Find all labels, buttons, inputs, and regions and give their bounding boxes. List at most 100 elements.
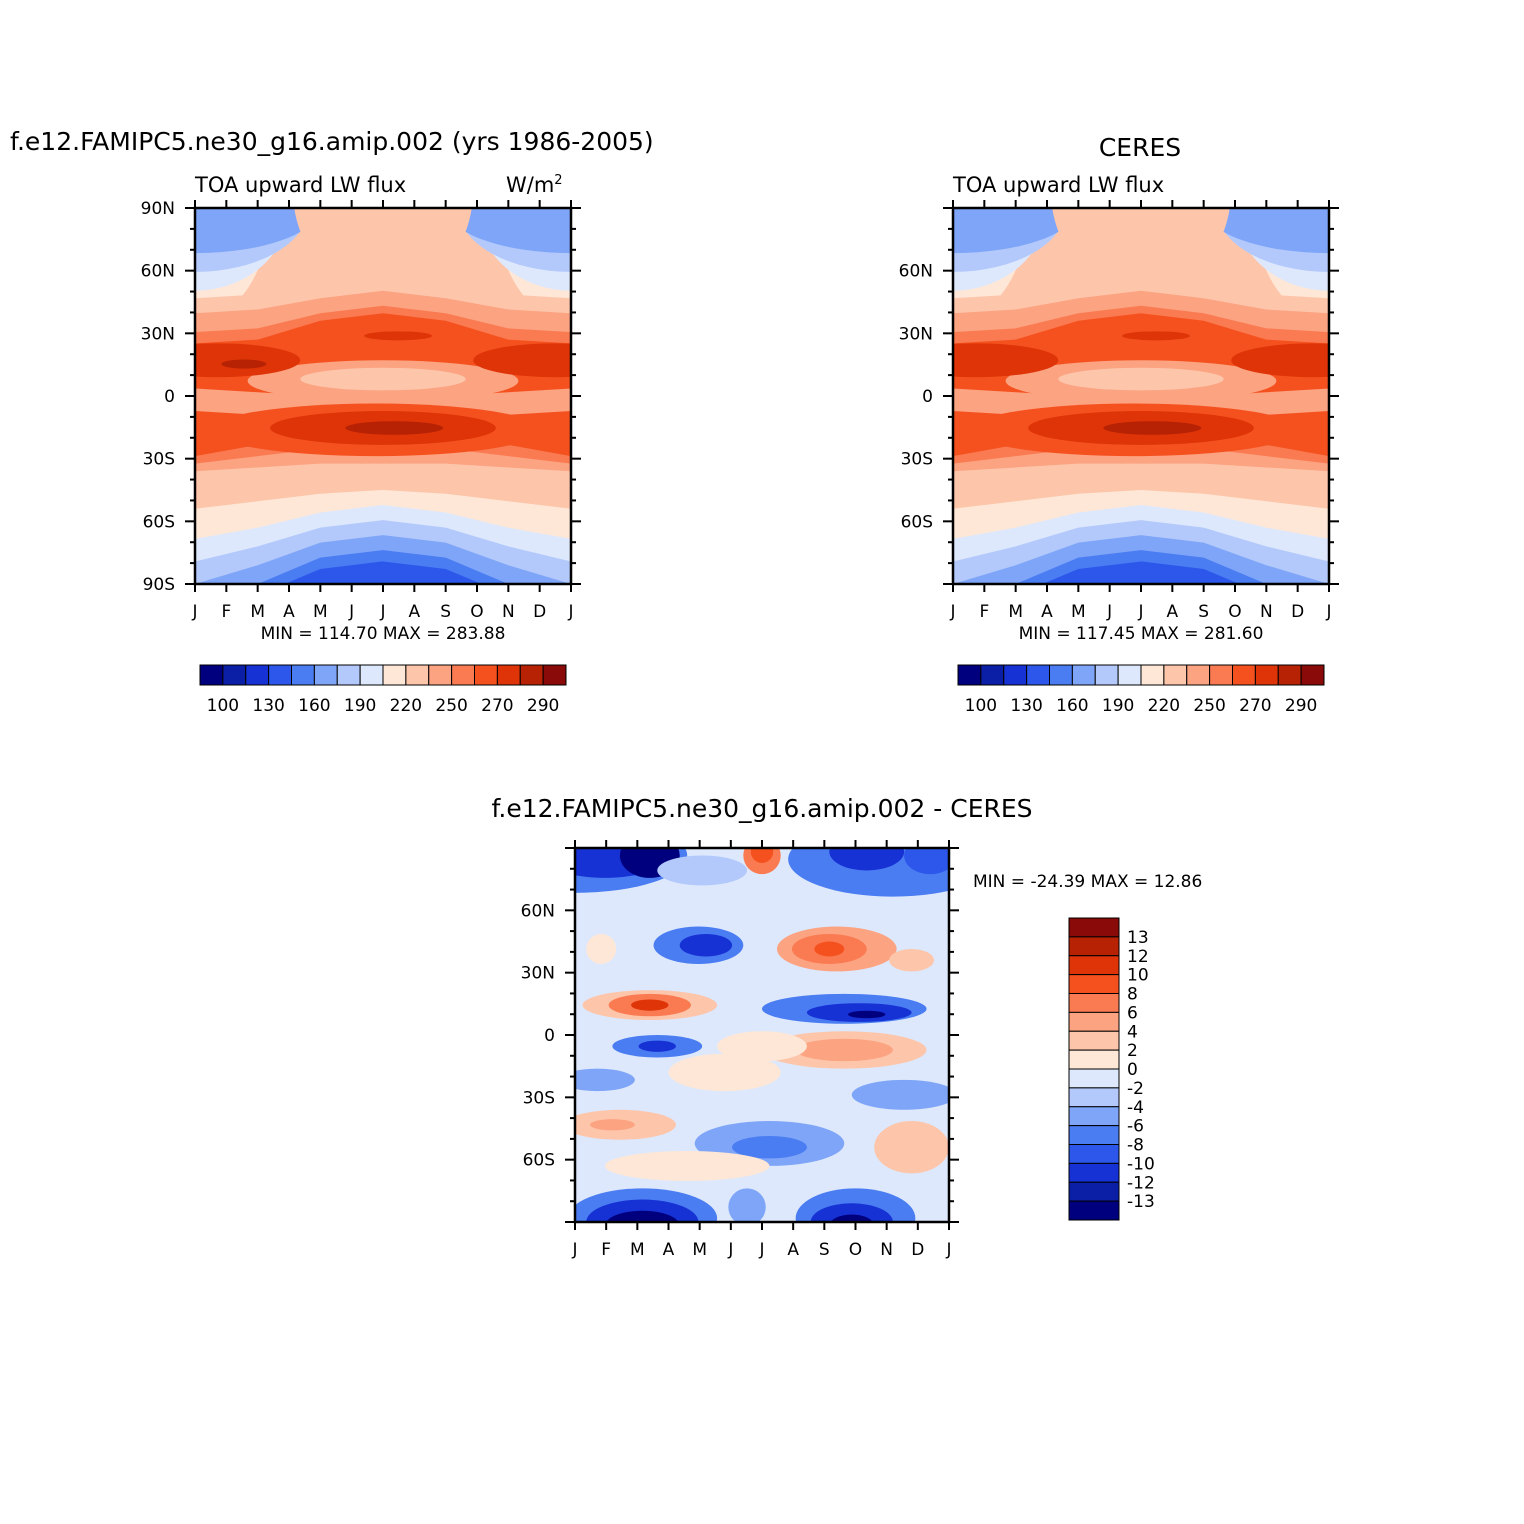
ceres-title: CERES: [1099, 133, 1181, 162]
difference-blob-27: [575, 1068, 635, 1092]
difference-blob-21: [848, 1010, 886, 1019]
a-colorbar-box: [245, 664, 270, 686]
b-colorbar-label: 250: [1193, 696, 1225, 716]
difference-colorbar-label: -13: [1127, 1192, 1155, 1212]
ceres-colorbar-labels: 100 130 160 190 220 250 270 290: [965, 696, 1318, 716]
b-colorbar-box: [1094, 664, 1119, 686]
c-x-tick-label: J: [945, 1240, 951, 1260]
difference-colorbar-box: [1068, 1181, 1120, 1202]
a-sh-max-2: [345, 421, 444, 435]
a-colorbar-box: [405, 664, 430, 686]
model-units-base: W/m: [506, 173, 554, 197]
model-colorbar-labels: 100 130 160 190 220 250 270 290: [207, 696, 560, 716]
b-south-band-5: [953, 561, 1329, 584]
a-colorbar-box: [519, 664, 544, 686]
a-nh-max-left: [195, 343, 301, 378]
a-colorbar-label: 160: [298, 696, 330, 716]
a-colorbar-box: [428, 664, 453, 686]
a-x-tick-label: S: [440, 602, 451, 622]
b-colorbar-box: [1277, 664, 1302, 686]
difference-colorbar-label: 2: [1127, 1041, 1138, 1061]
c-x-tick-label: M: [692, 1240, 707, 1260]
a-colorbar-box: [268, 664, 292, 686]
difference-colorbar-label: -12: [1127, 1173, 1155, 1193]
b-colorbar-box: [1026, 664, 1050, 686]
c-y-tick-label: 60N: [521, 901, 555, 921]
b-x-tick-label: F: [979, 602, 989, 622]
a-x-tick-label: J: [379, 602, 385, 622]
a-x-tick-label: D: [533, 602, 546, 622]
difference-colorbar-label: -10: [1127, 1154, 1155, 1174]
b-x-tick-label: M: [1071, 602, 1086, 622]
panel-difference: f.e12.FAMIPC5.ne30_g16.amip.002 - CERES …: [491, 794, 1202, 1260]
c-x-tick-label: J: [758, 1240, 764, 1260]
b-x-tick-label: J: [1137, 602, 1143, 622]
difference-contour-layers: [575, 848, 949, 1222]
difference-colorbar-label: 10: [1127, 966, 1149, 986]
b-x-tick-label: J: [949, 602, 955, 622]
difference-colorbar-label: -4: [1127, 1098, 1144, 1118]
b-colorbar-label: 100: [965, 696, 997, 716]
a-colorbar-box: [199, 664, 224, 686]
difference-colorbar-label: -8: [1127, 1136, 1144, 1156]
difference-colorbar-label: 13: [1127, 928, 1149, 948]
c-y-tick-label: 0: [544, 1026, 555, 1046]
difference-colorbar-label: -2: [1127, 1079, 1144, 1099]
a-y-tick-label: 90S: [143, 575, 175, 595]
a-y-tick-label: 0: [164, 387, 175, 407]
difference-blob-25: [795, 1038, 893, 1062]
difference-colorbar-box: [1068, 1162, 1120, 1183]
a-x-tick-label: O: [470, 602, 483, 622]
a-colorbar-box: [474, 664, 498, 686]
a-nh-max-core: [221, 359, 267, 369]
c-y-tick-label: 60S: [523, 1151, 555, 1171]
difference-blob-33: [874, 1121, 949, 1174]
a-colorbar-label: 100: [207, 696, 239, 716]
a-north-lobe-left-3: [195, 208, 320, 254]
b-x-tick-label: O: [1228, 602, 1241, 622]
b-x-tick-label: A: [1041, 602, 1053, 622]
b-colorbar-box: [1049, 664, 1073, 686]
a-colorbar-label: 190: [344, 696, 376, 716]
a-x-tick-label: N: [502, 602, 515, 622]
b-nh-summer-max: [1122, 331, 1190, 341]
b-colorbar-box: [1117, 664, 1142, 686]
b-colorbar-label: 220: [1148, 696, 1180, 716]
b-colorbar-box: [1186, 664, 1211, 686]
a-x-tick-label: F: [221, 602, 231, 622]
b-x-tick-label: J: [1106, 602, 1112, 622]
difference-colorbar-box: [1068, 1125, 1120, 1145]
b-y-tick-label: 0: [922, 387, 933, 407]
difference-colorbar-box: [1068, 993, 1120, 1013]
a-x-tick-label: M: [313, 602, 328, 622]
a-x-tick-label: J: [348, 602, 354, 622]
c-x-tick-label: D: [911, 1240, 924, 1260]
difference-colorbar-label: 0: [1127, 1060, 1138, 1080]
b-x-tick-label: A: [1167, 602, 1179, 622]
a-nh-max-right: [473, 343, 571, 378]
b-x-tick-label: D: [1291, 602, 1304, 622]
difference-colorbar-label: 8: [1127, 985, 1138, 1005]
b-y-tick-label: 60S: [901, 512, 933, 532]
difference-colorbar-box: [1068, 1200, 1120, 1221]
b-y-tick-label: 60N: [899, 262, 933, 282]
difference-blob-5: [904, 848, 949, 875]
difference-blob-14: [889, 948, 935, 972]
c-x-tick-label: A: [787, 1240, 799, 1260]
difference-colorbar-box: [1068, 1011, 1120, 1032]
difference-blob-42: [728, 1188, 766, 1222]
model-y-tick-labels: 90N 60N 30N 0 30S 60S 90S: [141, 199, 175, 595]
difference-colorbar-box: [1068, 1106, 1120, 1127]
difference-colorbar-box: [1068, 1144, 1120, 1164]
ceres-contour-layers: [953, 208, 1329, 584]
difference-blob-30: [589, 1119, 635, 1131]
a-x-tick-label: M: [250, 602, 265, 622]
b-north-lobe-right-3: [1204, 208, 1329, 254]
b-colorbar-label: 160: [1056, 696, 1088, 716]
difference-blob-7: [750, 848, 774, 863]
b-eq-min-1: [1058, 367, 1224, 391]
ceres-field: [953, 208, 1329, 584]
